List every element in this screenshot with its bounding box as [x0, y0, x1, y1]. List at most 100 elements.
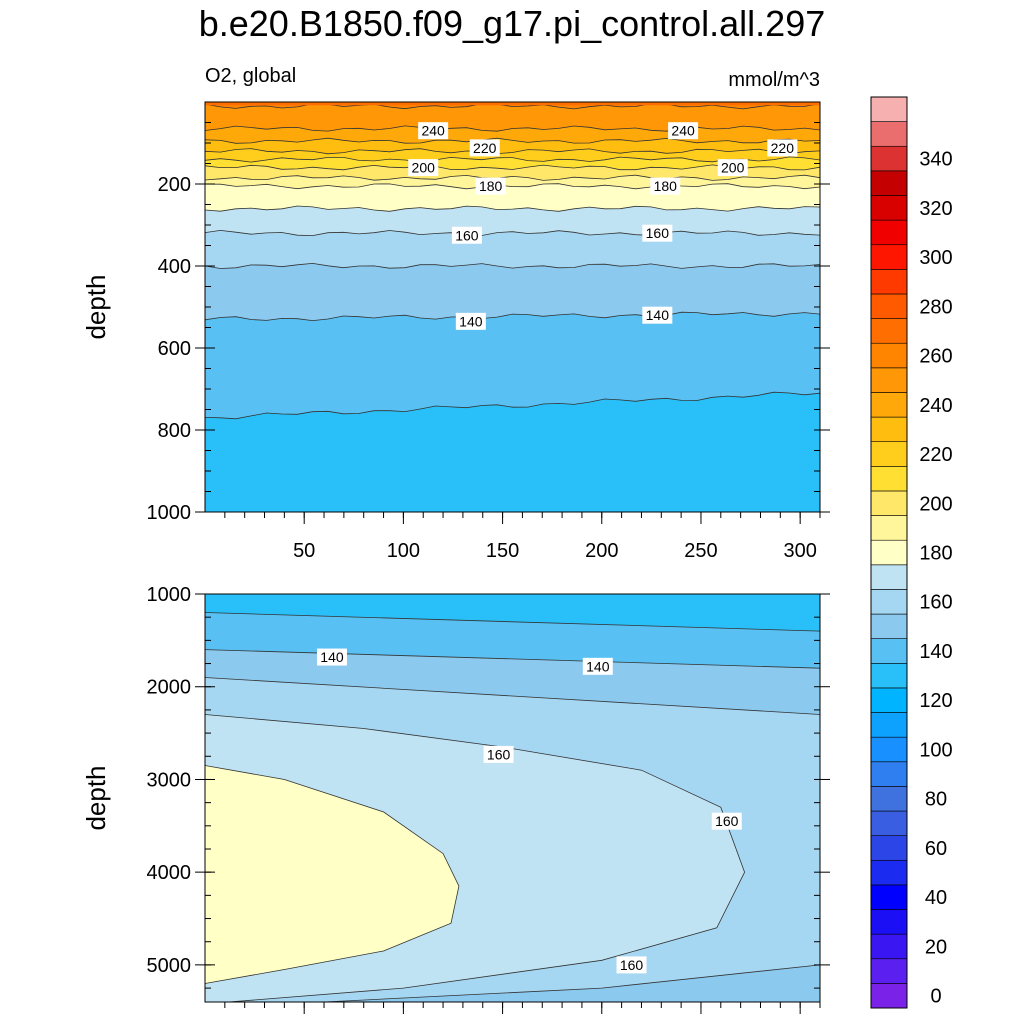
- colorbar: 0 20 40 60 80 100 120 140 160 180 200 220 240 260 280 3…: [870, 96, 953, 1009]
- y-tick-label: 5000: [147, 955, 192, 977]
- colorbar-cell: [870, 933, 908, 960]
- lower-panel: 140 140 160 160 160 1000 2000 3000 4000 5000 depth: [81, 584, 830, 1014]
- colorbar-frame: [870, 96, 908, 1009]
- contour-label-bg: [582, 657, 613, 675]
- band: [205, 765, 460, 984]
- contour-label-bg: [316, 648, 347, 666]
- contour-label-bg: [717, 159, 748, 177]
- contour-label: 220: [771, 140, 795, 156]
- contour-line: [205, 174, 820, 181]
- contour-label-bg: [475, 177, 506, 195]
- contour-line: [205, 649, 820, 669]
- contour-line: [323, 964, 820, 1002]
- colorbar-cell: [870, 662, 908, 689]
- x-tick-label: 150: [486, 540, 519, 562]
- colorbar-cell: [870, 712, 908, 738]
- colorbar-cell: [870, 736, 908, 763]
- colorbar-cell: [870, 318, 908, 344]
- colorbar-cell: [870, 983, 908, 1009]
- contour-label-bg: [451, 226, 482, 244]
- y-tick-label: 400: [158, 256, 191, 278]
- band: [205, 102, 820, 132]
- contour-line: [205, 262, 820, 269]
- y-tick-label: 1000: [147, 502, 192, 524]
- x-tick-label: 50: [293, 540, 315, 562]
- contour-label-bg: [455, 312, 486, 330]
- contour-label: 160: [646, 225, 670, 241]
- y-tick-label: 4000: [147, 862, 192, 884]
- colorbar-cell: [870, 342, 908, 369]
- colorbar-cell: [870, 589, 908, 615]
- colorbar-cell: [870, 392, 908, 418]
- colorbar-cell: [870, 244, 908, 270]
- colorbar-cell: [870, 441, 908, 467]
- upper-panel: 240 240 220 220 200 200 180 180 160 160 140 140 200 4…: [81, 101, 830, 562]
- contour-line: [205, 612, 820, 632]
- y-tick-label: 2000: [147, 677, 192, 699]
- y-tick-label: 200: [158, 174, 191, 196]
- colorbar-label: 20: [925, 936, 947, 958]
- contour-line: [205, 183, 820, 190]
- colorbar-cell: [870, 145, 908, 172]
- contour-line: [205, 311, 820, 322]
- plot-frame: [204, 593, 821, 1003]
- y-axis-label: depth: [81, 765, 111, 830]
- colorbar-cell: [870, 269, 908, 295]
- colorbar-cell: [870, 613, 908, 639]
- colorbar-cell: [870, 121, 908, 147]
- contour-line: [205, 229, 820, 237]
- contour-label: 140: [646, 307, 670, 323]
- colorbar-cell: [870, 170, 908, 196]
- contour-label: 160: [487, 746, 511, 762]
- contour-label: 140: [459, 313, 483, 329]
- colorbar-cell: [870, 293, 908, 319]
- y-tick-label: 600: [158, 338, 191, 360]
- contour-line: [205, 677, 820, 715]
- contour-label: 140: [320, 649, 344, 665]
- contour-label-bg: [483, 745, 514, 763]
- y-tick-label: 3000: [147, 769, 192, 791]
- colorbar-cell: [870, 564, 908, 590]
- colorbar-label: 340: [919, 149, 952, 171]
- contour-label-bg: [642, 224, 673, 242]
- colorbar-label: 220: [919, 444, 952, 466]
- colorbar-cell: [870, 884, 908, 910]
- colorbar-label: 60: [925, 838, 947, 860]
- colorbar-cell: [870, 810, 908, 836]
- colorbar-label: 160: [919, 592, 952, 614]
- contour-label-bg: [711, 812, 742, 830]
- contour-label: 180: [654, 178, 678, 194]
- contour-line: [205, 137, 820, 144]
- figure-title: b.e20.B1850.f09_g17.pi_control.all.297: [199, 3, 826, 44]
- band: [324, 964, 820, 1002]
- contour-label-bg: [650, 177, 681, 195]
- band: [205, 594, 820, 632]
- x-tick-label: 250: [684, 540, 717, 562]
- contour-label: 140: [586, 658, 610, 674]
- colorbar-cell: [870, 219, 908, 246]
- contour-line: [205, 125, 820, 132]
- colorbar-label: 140: [919, 641, 952, 663]
- band: [205, 102, 820, 106]
- contour-label: 180: [479, 178, 503, 194]
- colorbar-label: 320: [919, 198, 952, 220]
- colorbar-label: 280: [919, 296, 952, 318]
- y-tick-label: 1000: [147, 584, 192, 606]
- contour-label: 220: [473, 140, 497, 156]
- colorbar-cell: [870, 859, 908, 886]
- colorbar-label: 80: [925, 789, 947, 811]
- contour-line: [205, 164, 820, 171]
- colorbar-cell: [870, 835, 908, 861]
- variable-label: O2, global: [205, 65, 296, 87]
- contour-line: [205, 156, 820, 163]
- colorbar-label: 120: [919, 690, 952, 712]
- contour-label-bg: [616, 956, 647, 974]
- colorbar-cell: [870, 958, 908, 984]
- contour-label-bg: [408, 159, 439, 177]
- contour-line: [205, 148, 820, 155]
- colorbar-label: 0: [930, 986, 941, 1008]
- colorbar-label: 240: [919, 395, 952, 417]
- colorbar-label: 260: [919, 346, 952, 368]
- colorbar-label: 200: [919, 493, 952, 515]
- colorbar-cell: [870, 490, 908, 516]
